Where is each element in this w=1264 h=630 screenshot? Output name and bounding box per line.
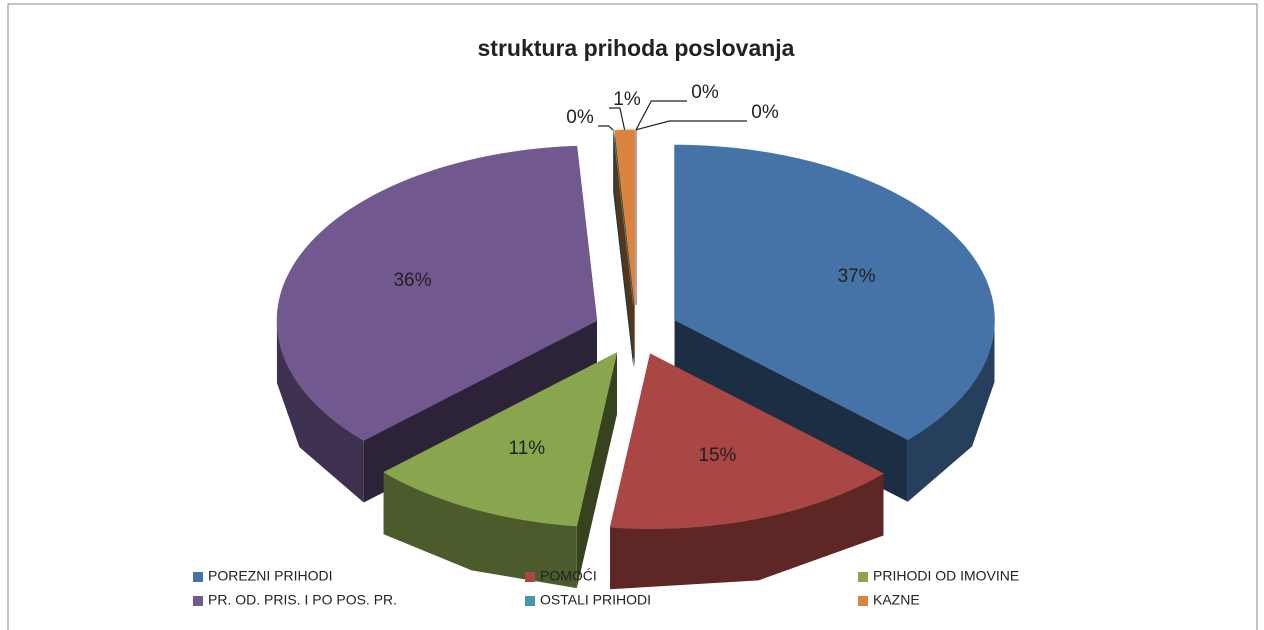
data-label: 1%	[613, 89, 641, 110]
slice	[674, 144, 995, 441]
slice	[276, 145, 598, 441]
data-label: 15%	[698, 445, 736, 466]
slice	[609, 353, 885, 529]
legend-label: PRIHODI OD IMOVINE	[873, 568, 1019, 584]
legend-label: KAZNE	[873, 592, 920, 608]
slice	[613, 130, 634, 305]
data-label: 0%	[566, 107, 594, 128]
legend-label: PR. OD. PRIS. I PO POS. PR.	[208, 592, 397, 608]
legend-swatch	[193, 572, 203, 582]
legend-label: OSTALI PRIHODI	[540, 592, 651, 608]
legend-swatch	[858, 596, 868, 606]
leader-line	[598, 125, 614, 131]
slice	[383, 351, 618, 527]
leader-line	[635, 120, 747, 131]
leader-line	[609, 107, 626, 131]
data-label: 0%	[751, 102, 779, 123]
legend-swatch	[525, 572, 535, 582]
slice-wall	[907, 320, 995, 502]
slice-wall	[383, 472, 577, 589]
slice-wall	[610, 473, 884, 590]
legend-swatch	[525, 596, 535, 606]
data-label: 0%	[691, 82, 719, 103]
data-label: 11%	[509, 438, 546, 459]
legend-swatch	[858, 572, 868, 582]
slice	[614, 129, 635, 305]
leader-line	[635, 100, 687, 131]
slice-wall	[276, 320, 364, 503]
data-label: 37%	[838, 266, 876, 287]
legend-label: POREZNI PRIHODI	[208, 568, 332, 584]
legend-label: POMOĆI	[540, 568, 597, 584]
data-label: 36%	[393, 270, 431, 291]
slice-side	[614, 130, 635, 367]
legend-swatch	[193, 596, 203, 606]
chart-title: struktura prihoda poslovanja	[478, 35, 795, 61]
